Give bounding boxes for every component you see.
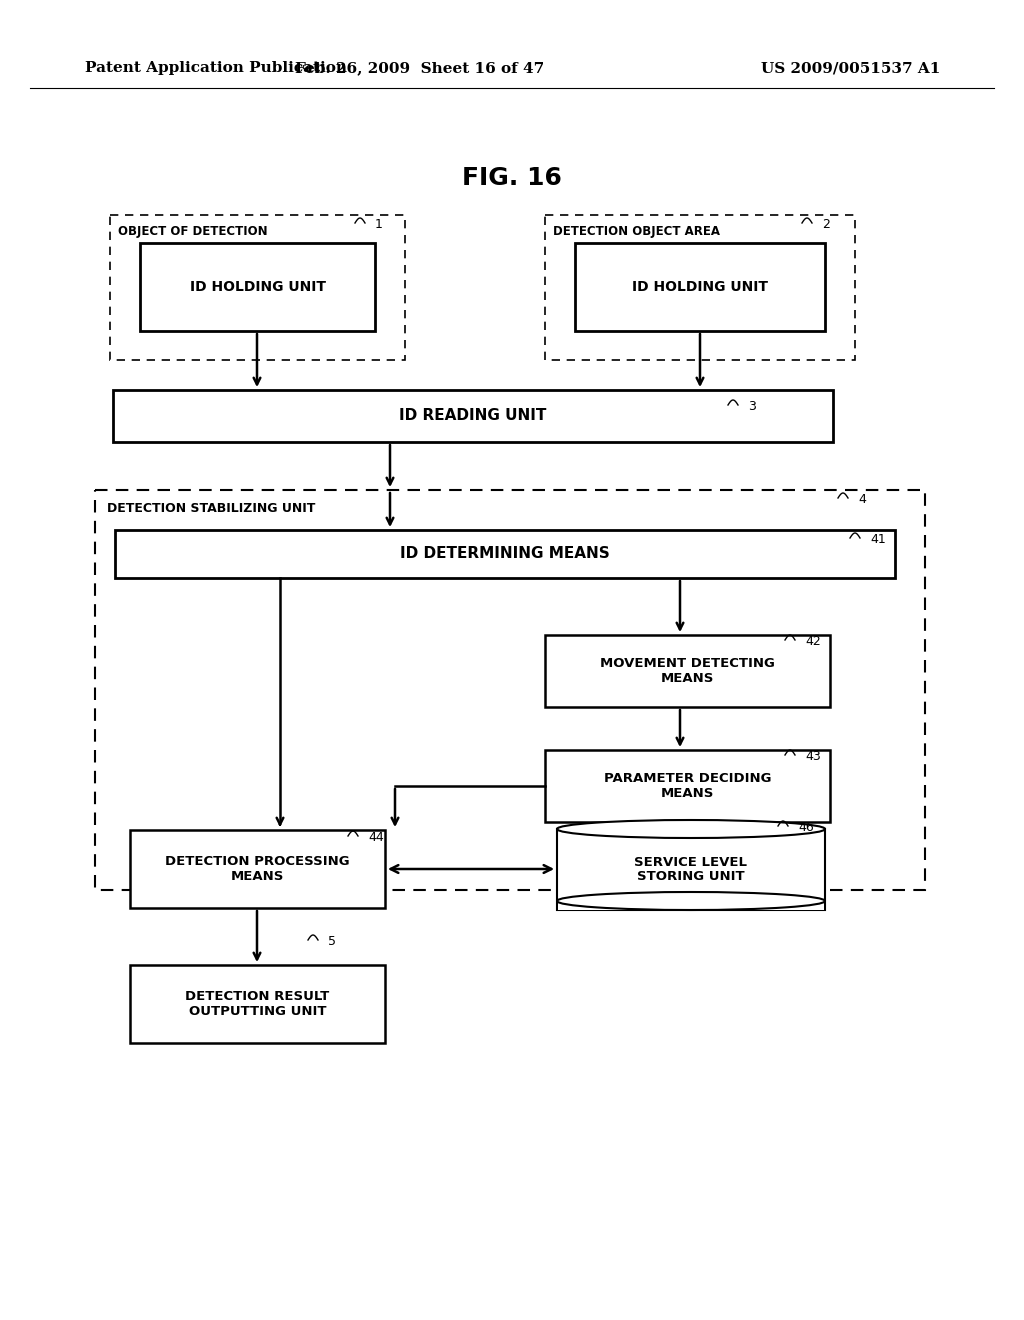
Text: OBJECT OF DETECTION: OBJECT OF DETECTION (118, 224, 267, 238)
Bar (113, 389, 833, 442)
Text: 42: 42 (805, 635, 821, 648)
Bar (110, 215, 406, 360)
Text: FIG. 16: FIG. 16 (462, 166, 562, 190)
Bar (115, 531, 895, 578)
Text: DETECTION STABILIZING UNIT: DETECTION STABILIZING UNIT (106, 502, 315, 515)
Ellipse shape (557, 820, 825, 838)
Bar (558, 900, 824, 909)
Text: DETECTION OBJECT AREA: DETECTION OBJECT AREA (553, 224, 720, 238)
Text: 43: 43 (805, 750, 821, 763)
Text: 4: 4 (858, 492, 866, 506)
Text: DETECTION PROCESSING
MEANS: DETECTION PROCESSING MEANS (165, 855, 350, 883)
Text: US 2009/0051537 A1: US 2009/0051537 A1 (761, 61, 940, 75)
Bar (545, 215, 855, 360)
Text: Feb. 26, 2009  Sheet 16 of 47: Feb. 26, 2009 Sheet 16 of 47 (295, 61, 545, 75)
Text: 41: 41 (870, 533, 886, 546)
Text: 5: 5 (328, 935, 336, 948)
Text: ID HOLDING UNIT: ID HOLDING UNIT (632, 280, 768, 294)
Text: 1: 1 (375, 218, 383, 231)
Text: 2: 2 (822, 218, 829, 231)
Text: PARAMETER DECIDING
MEANS: PARAMETER DECIDING MEANS (604, 772, 771, 800)
Bar (130, 830, 385, 908)
Text: MOVEMENT DETECTING
MEANS: MOVEMENT DETECTING MEANS (600, 657, 775, 685)
Bar (130, 965, 385, 1043)
Text: SERVICE LEVEL
STORING UNIT: SERVICE LEVEL STORING UNIT (635, 855, 748, 883)
Text: DETECTION RESULT
OUTPUTTING UNIT: DETECTION RESULT OUTPUTTING UNIT (185, 990, 330, 1018)
Bar (575, 243, 825, 331)
Bar (545, 635, 830, 708)
Bar (95, 490, 925, 890)
Bar (545, 750, 830, 822)
Text: Patent Application Publication: Patent Application Publication (85, 61, 347, 75)
Bar (557, 829, 825, 909)
Text: ID HOLDING UNIT: ID HOLDING UNIT (189, 280, 326, 294)
Text: ID READING UNIT: ID READING UNIT (399, 408, 547, 424)
Text: 44: 44 (368, 832, 384, 843)
Bar (140, 243, 375, 331)
Text: 46: 46 (798, 821, 814, 834)
Text: ID DETERMINING MEANS: ID DETERMINING MEANS (400, 546, 610, 561)
Text: 3: 3 (748, 400, 756, 413)
